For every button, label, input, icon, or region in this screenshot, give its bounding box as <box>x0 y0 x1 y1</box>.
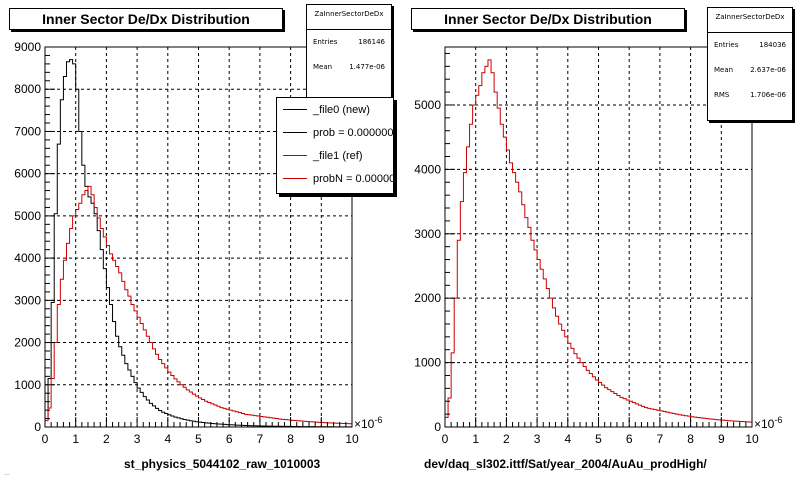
legend: _file0 (new) prob = 0.000000 _file1 (ref… <box>276 97 394 194</box>
y-tick-label: 0 <box>434 420 441 434</box>
x-tick-label: 9 <box>718 432 725 446</box>
legend-line-probn <box>283 178 307 179</box>
stats-value: 1.706e-06 <box>750 91 786 99</box>
x-tick-label: 2 <box>103 432 110 446</box>
x-tick-label: 0 <box>442 432 449 446</box>
x-axis-caption: st_physics_5044102_raw_1010003 <box>124 457 321 471</box>
y-tick-label: 2000 <box>414 291 441 305</box>
stats-label: Entries <box>714 41 739 49</box>
x-tick-label: 0 <box>42 432 49 446</box>
y-tick-label: 4000 <box>414 162 441 176</box>
stats-box: ZaInnerSectorDeDx Entries 184036 Mean 2.… <box>707 7 793 121</box>
x-exponent-label: ×10-6 <box>754 415 782 431</box>
legend-line-prob <box>283 132 307 133</box>
legend-line-new <box>283 109 307 110</box>
y-tick-label: 8000 <box>14 82 41 96</box>
stats-row-mean: Mean 1.477e-06 <box>307 55 391 80</box>
y-tick-label: 6000 <box>14 167 41 181</box>
stats-value: 186146 <box>358 38 385 46</box>
x-exponent-power: -6 <box>374 415 383 425</box>
stats-value: 1.477e-06 <box>349 63 385 71</box>
x-tick-label: 1 <box>72 432 79 446</box>
y-tick-label: 1000 <box>14 378 41 392</box>
chart-title-text: Inner Sector De/Dx Distribution <box>42 11 250 27</box>
legend-label: _file1 (ref) <box>313 149 363 162</box>
x-exponent-label: ×10-6 <box>354 415 382 431</box>
y-tick-label: 3000 <box>414 227 441 241</box>
x-tick-label: 5 <box>195 432 202 446</box>
legend-entry: prob = 0.000000 <box>277 121 393 144</box>
stats-title: ZaInnerSectorDeDx <box>307 5 391 30</box>
chart-title-text: Inner Sector De/Dx Distribution <box>444 11 652 27</box>
y-tick-label: 5000 <box>14 209 41 223</box>
chart-title: Inner Sector De/Dx Distribution <box>9 8 283 30</box>
x-tick-label: 3 <box>534 432 541 446</box>
footer-note: ... <box>4 470 10 477</box>
x-tick-label: 10 <box>345 432 359 446</box>
x-tick-label: 1 <box>472 432 479 446</box>
x-exponent-base: ×10 <box>354 417 375 431</box>
x-tick-label: 6 <box>226 432 233 446</box>
y-tick-label: 3000 <box>14 293 41 307</box>
y-tick-label: 1000 <box>414 356 441 370</box>
stats-row-rms: RMS 1.706e-06 <box>708 83 792 108</box>
y-tick-label: 7000 <box>14 124 41 138</box>
stats-row-entries: Entries 186146 <box>307 30 391 55</box>
y-tick-label: 2000 <box>14 336 41 350</box>
stats-label: RMS <box>714 91 730 99</box>
x-tick-label: 8 <box>287 432 294 446</box>
x-tick-label: 3 <box>134 432 141 446</box>
stats-label: Mean <box>313 63 333 71</box>
x-tick-label: 9 <box>318 432 325 446</box>
x-tick-label: 5 <box>595 432 602 446</box>
x-tick-label: 8 <box>687 432 694 446</box>
legend-label: _file0 (new) <box>313 103 370 116</box>
x-tick-label: 7 <box>657 432 664 446</box>
legend-label: probN = 0.000000 <box>313 172 394 185</box>
x-tick-label: 4 <box>564 432 571 446</box>
x-tick-label: 7 <box>257 432 264 446</box>
x-exponent-base: ×10 <box>754 417 775 431</box>
legend-label: prob = 0.000000 <box>313 126 394 139</box>
plot-area <box>445 47 752 427</box>
x-tick-label: 4 <box>164 432 171 446</box>
y-tick-label: 9000 <box>14 40 41 54</box>
y-tick-label: 0 <box>34 420 41 434</box>
x-tick-label: 2 <box>503 432 510 446</box>
stats-title: ZaInnerSectorDeDx <box>708 8 792 33</box>
stats-row-mean: Mean 2.637e-06 <box>708 58 792 83</box>
y-tick-label: 4000 <box>14 251 41 265</box>
histogram-series--file1-ref- <box>444 59 753 427</box>
stats-value: 2.637e-06 <box>750 66 786 74</box>
legend-line-ref <box>283 155 307 156</box>
x-axis-caption: dev/daq_sl302.ittf/Sat/year_2004/AuAu_pr… <box>424 457 707 471</box>
chart-title: Inner Sector De/Dx Distribution <box>411 8 685 30</box>
x-tick-label: 10 <box>745 432 759 446</box>
legend-entry: _file1 (ref) <box>277 144 393 167</box>
stats-value: 184036 <box>759 41 786 49</box>
y-tick-label: 5000 <box>414 98 441 112</box>
stats-label: Entries <box>313 38 338 46</box>
legend-entry: _file0 (new) <box>277 98 393 121</box>
stats-label: Mean <box>714 66 734 74</box>
stats-row-entries: Entries 184036 <box>708 33 792 58</box>
x-exponent-power: -6 <box>774 415 783 425</box>
x-tick-label: 6 <box>626 432 633 446</box>
legend-entry: probN = 0.000000 <box>277 167 393 190</box>
histogram-series--file1-ref- <box>44 185 353 427</box>
